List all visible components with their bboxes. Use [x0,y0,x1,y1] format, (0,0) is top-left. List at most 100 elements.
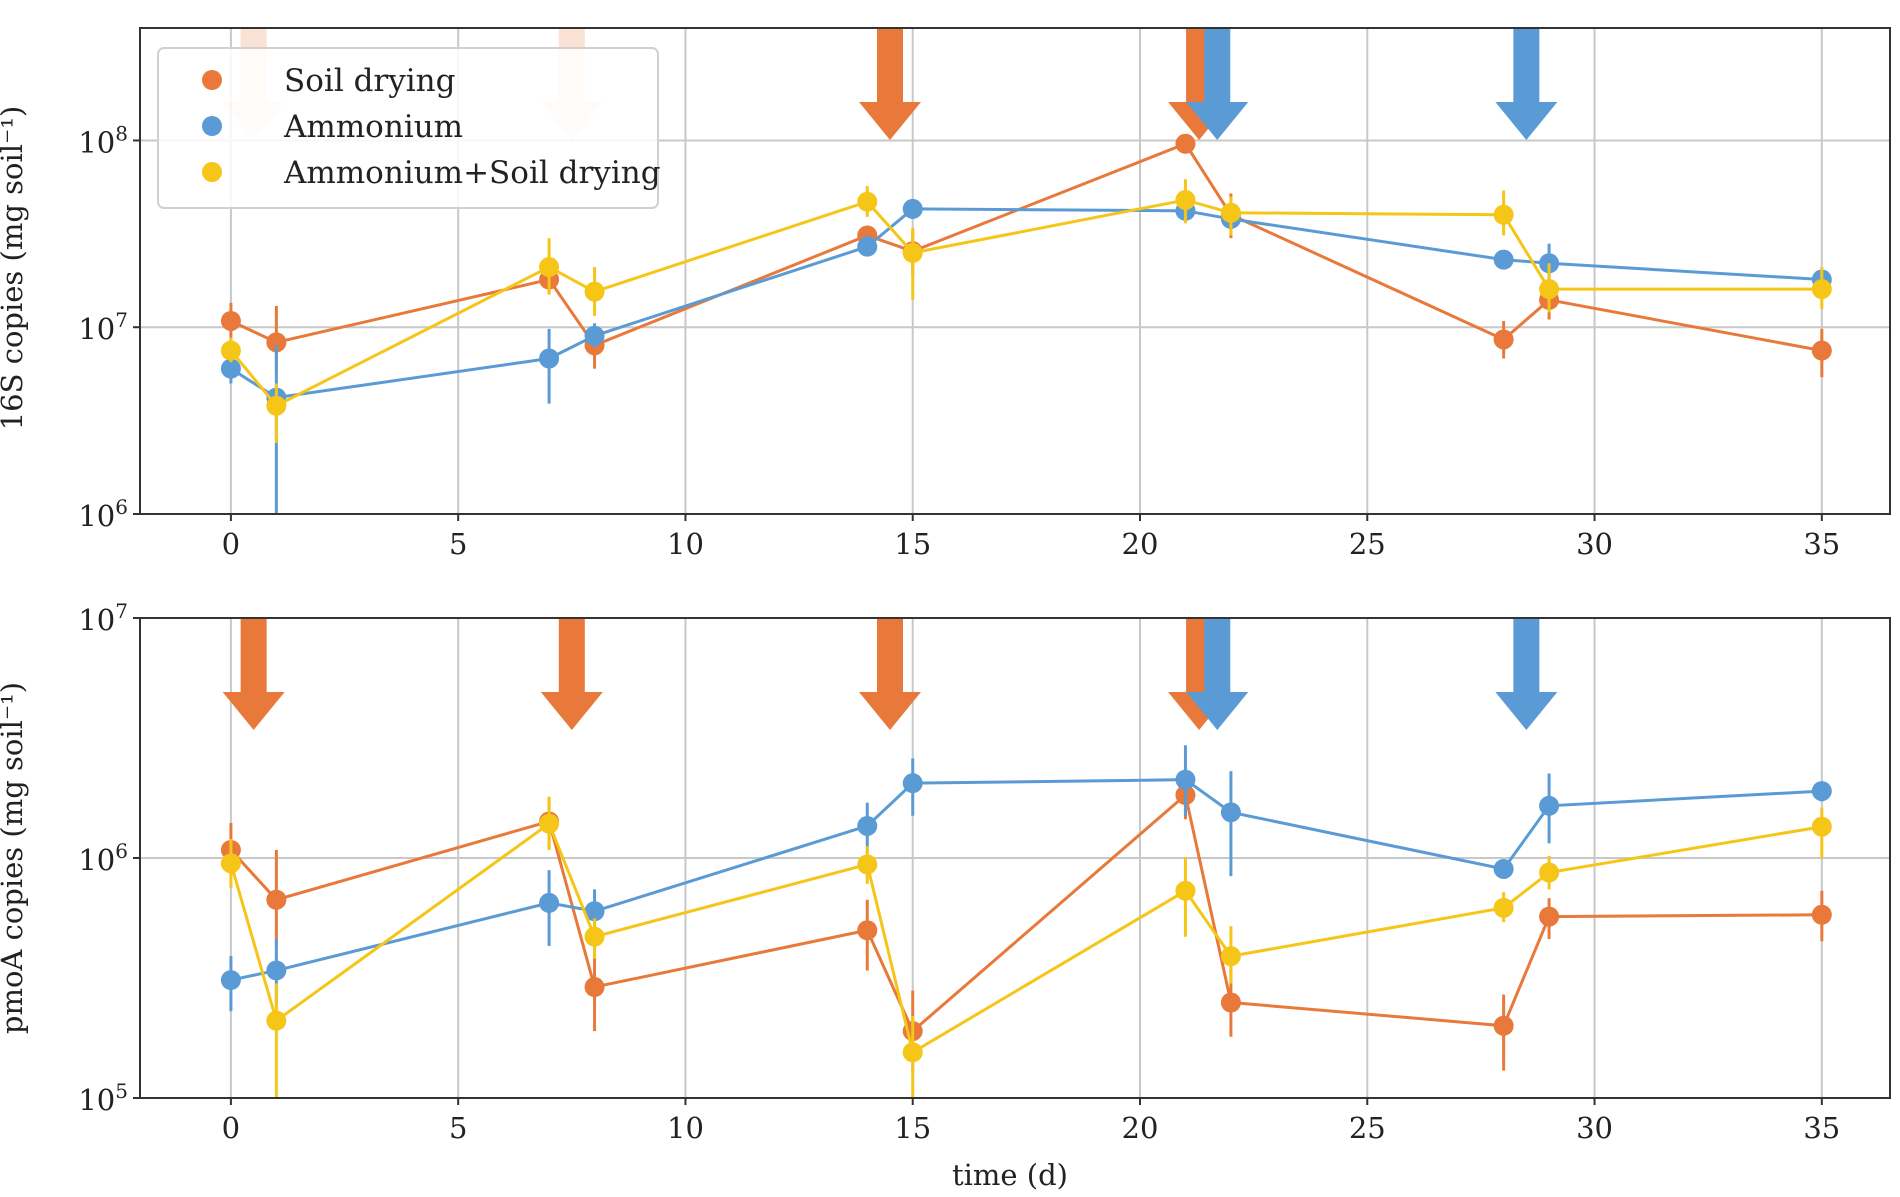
ammonium-arrow [1495,618,1558,730]
point-ammonium [902,198,923,219]
series-ammonium-soil-drying [220,796,1832,1098]
point-ammonium-soil-drying [1175,189,1196,210]
soil-drying-arrow [540,618,603,730]
point-ammonium [220,970,241,991]
series-ammonium [220,198,1832,514]
point-ammonium [1539,795,1560,816]
panel-pmoa-x-ticks: 0 5 10 15 20 25 30 35 [222,1098,1840,1145]
point-ammonium [1811,781,1832,802]
point-soil-drying [1493,1015,1514,1036]
legend-label-soil-drying: Soil drying [284,63,455,99]
x-tick-label: 5 [449,527,467,561]
panel-16s-ylabel: 16S copies (mg soil⁻¹) [0,106,29,431]
ammonium-arrow [1186,28,1249,140]
panel-pmoa-treatment-arrows [222,618,1558,730]
series-ammonium [220,745,1832,1012]
point-ammonium-soil-drying [902,242,923,263]
point-ammonium-soil-drying [539,813,560,834]
point-ammonium-soil-drying [857,854,878,875]
x-tick-label: 30 [1576,1111,1613,1145]
x-tick-label: 35 [1803,1111,1840,1145]
legend-box [157,47,659,209]
point-ammonium [539,892,560,913]
point-soil-drying [1811,904,1832,925]
x-tick-label: 0 [222,1111,240,1145]
point-ammonium [902,773,923,794]
x-tick-label: 35 [1803,527,1840,561]
point-ammonium [857,815,878,836]
ammonium-arrow [1186,618,1249,730]
point-ammonium-soil-drying [266,395,287,416]
point-soil-drying [857,920,878,941]
point-ammonium-soil-drying [220,340,241,361]
y-tick-label: 106 [78,495,128,533]
point-ammonium [1493,249,1514,270]
point-soil-drying [266,889,287,910]
point-soil-drying [1175,133,1196,154]
point-ammonium-soil-drying [1493,204,1514,225]
soil-drying-arrow [859,28,921,140]
x-tick-label: 15 [894,1111,931,1145]
series-ammonium-soil-drying [220,179,1832,443]
point-ammonium-soil-drying [539,257,560,278]
panel-16s-y-ticks: 106 107 108 [78,121,140,533]
x-tick-label: 5 [449,1111,467,1145]
x-tick-label: 15 [894,527,931,561]
panel-pmoa-ylabel: pmoA copies (mg soil⁻¹) [0,682,29,1034]
x-tick-label: 20 [1122,527,1159,561]
point-ammonium-soil-drying [1811,816,1832,837]
point-ammonium-soil-drying [902,1042,923,1063]
x-tick-label: 10 [667,527,704,561]
x-tick-label: 20 [1122,1111,1159,1145]
point-ammonium [539,348,560,369]
y-tick-label: 107 [78,308,128,346]
point-ammonium-soil-drying [1811,279,1832,300]
y-tick-label: 108 [78,121,128,159]
panel-16s-frame [139,27,1891,515]
point-soil-drying [1539,906,1560,927]
panel-16s: 0 5 10 15 20 25 30 35 106 107 108 16S copies (mg … [0,27,1891,561]
legend-marker-ammonium [202,116,222,136]
y-tick-label: 106 [78,839,128,877]
point-ammonium-soil-drying [220,853,241,874]
point-ammonium [857,236,878,257]
point-ammonium [1175,769,1196,790]
legend-label-ammonium-soil-drying: Ammonium+Soil drying [283,155,661,191]
point-soil-drying [1220,992,1241,1013]
point-soil-drying [220,310,241,331]
point-ammonium [1493,858,1514,879]
point-soil-drying [1811,340,1832,361]
legend-marker-soil-drying [202,70,222,90]
x-tick-label: 0 [222,527,240,561]
y-tick-label: 105 [78,1079,128,1117]
point-ammonium-soil-drying [1539,862,1560,883]
legend-label-ammonium: Ammonium [283,109,463,145]
point-ammonium [220,358,241,379]
point-ammonium-soil-drying [1539,279,1560,300]
point-ammonium [266,960,287,981]
panel-16s-series [220,133,1832,514]
line-ammonium-soil-drying [229,198,1822,408]
line-soil-drying [229,792,1822,1034]
soil-drying-arrow [859,618,921,730]
point-ammonium [584,325,605,346]
point-ammonium-soil-drying [1220,946,1241,967]
point-soil-drying [584,977,605,998]
line-ammonium [230,207,1822,400]
x-axis-label: time (d) [952,1158,1068,1192]
point-ammonium [584,901,605,922]
x-tick-label: 25 [1349,527,1386,561]
panel-16s-x-ticks: 0 5 10 15 20 25 30 35 [222,514,1840,561]
point-ammonium-soil-drying [584,926,605,947]
point-ammonium-soil-drying [1220,202,1241,223]
panel-pmoa-y-ticks: 105 106 107 [78,599,140,1117]
point-ammonium-soil-drying [857,191,878,212]
x-tick-label: 10 [667,1111,704,1145]
point-ammonium-soil-drying [584,281,605,302]
legend-marker-ammonium-soil-drying [202,162,222,182]
point-ammonium-soil-drying [266,1010,287,1031]
y-tick-label: 107 [78,599,128,637]
soil-drying-arrow [222,618,285,730]
point-ammonium [1220,802,1241,823]
